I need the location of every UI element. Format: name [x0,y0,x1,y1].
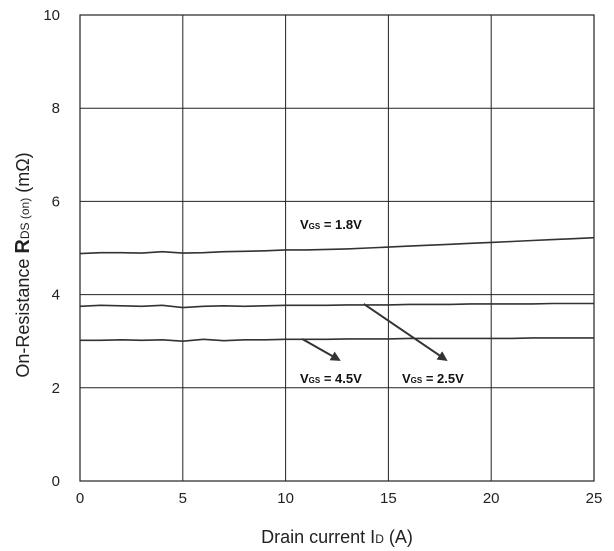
x-axis-title: Drain current ID (A) [261,527,413,547]
label-vgs-2.5v-sub: GS [411,376,423,385]
y-axis-title-main: R [12,239,34,254]
label-vgs-2.5v-main: V [402,371,411,386]
y-axis-title-unit: (mΩ) [13,152,33,197]
plot-area [80,15,594,481]
grid [79,14,595,482]
x-axis-title-unit: (A) [384,527,413,547]
series-vgs-2.5v [79,302,594,309]
y-tick-label: 0 [52,473,60,490]
arrow-vgs-4.5v [301,337,341,361]
x-axis-title-main: Drain current I [261,527,375,547]
x-tick-label: 20 [483,490,500,507]
series-layer [79,236,595,343]
y-axis-title: On-Resistance RDS (on) (mΩ) [12,152,34,377]
y-axis-title-prefix: On-Resistance [13,254,33,378]
x-axis-title-sub: D [375,532,384,546]
ticks: 0 5 10 15 20 25 0 2 4 6 8 10 [43,7,602,507]
label-vgs-2.5v: VGS = 2.5V [402,371,464,386]
y-tick-label: 2 [52,380,60,397]
label-vgs-4.5v-sub: GS [309,376,321,385]
label-vgs-1.8v-sub: GS [309,222,321,231]
arrow-vgs-2.5v [363,303,448,361]
x-tick-label: 5 [179,490,187,507]
x-tick-label: 0 [76,490,84,507]
label-vgs-4.5v: VGS = 4.5V [300,371,362,386]
x-tick-label: 25 [586,490,603,507]
y-tick-label: 6 [52,193,60,210]
plot-frame [79,14,595,482]
label-vgs-4.5v-main: V [300,371,309,386]
label-vgs-1.8v-main: V [300,217,309,232]
label-vgs-1.8v-value: = 1.8V [320,217,362,232]
y-tick-label: 10 [43,7,60,24]
label-vgs-4.5v-value: = 4.5V [320,371,362,386]
series-vgs-4.5v [80,337,594,343]
x-tick-label: 10 [277,490,294,507]
label-vgs-1.8v: VGS = 1.8V [300,217,362,232]
y-axis-title-sub: DS (on) [18,198,32,239]
series-vgs-1.8v [79,236,595,255]
x-tick-label: 15 [380,490,397,507]
y-tick-label: 4 [52,287,60,304]
y-tick-label: 8 [52,100,60,117]
label-vgs-2.5v-value: = 2.5V [422,371,464,386]
